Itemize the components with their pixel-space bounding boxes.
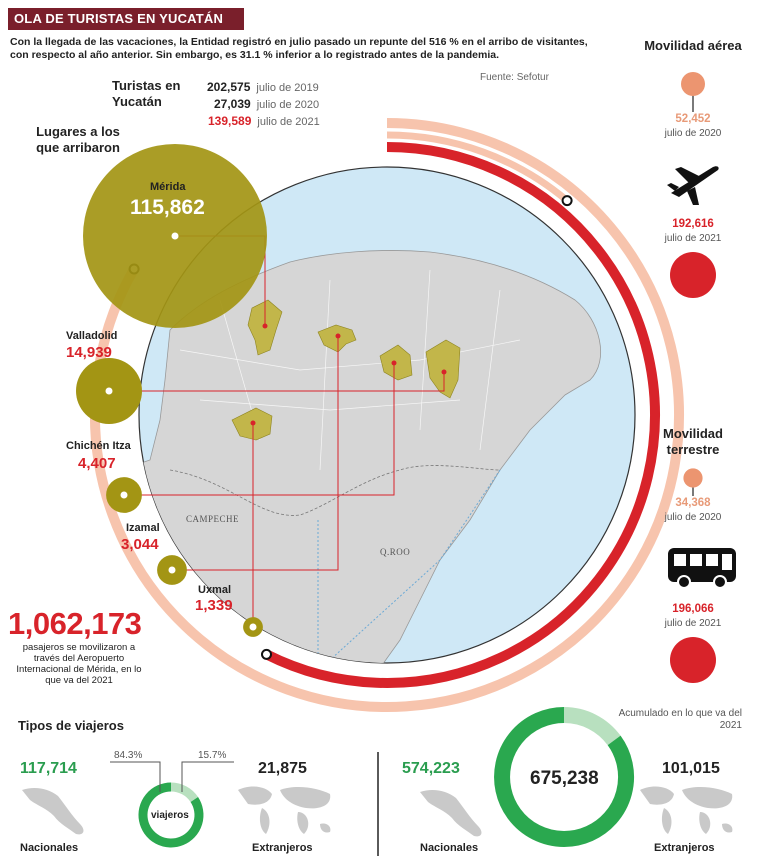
ground-mobility-heading: Movilidad terrestre: [663, 426, 723, 457]
tourists-row-2019: 202,575 julio de 2019: [207, 80, 319, 94]
bus-icon: [668, 548, 736, 589]
city-value-chichen: 4,407: [78, 455, 116, 472]
tourist-arc-end-1: [561, 195, 573, 207]
pct-extranjeros: 15.7%: [198, 750, 227, 761]
air-mobility-heading: Movilidad aérea: [644, 38, 742, 53]
tourists-row-2021: 139,589 julio de 2021: [208, 114, 320, 128]
donut-big-slice-1: [494, 707, 635, 847]
air-2020-value: 52,452: [675, 113, 711, 125]
land-shape: [139, 250, 602, 663]
city-name-uxmal: Uxmal: [198, 584, 232, 596]
acc-extranjeros-value: 101,015: [662, 760, 720, 777]
municipal-lines: [179, 269, 521, 471]
city-value-izamal: 3,044: [121, 536, 159, 553]
ground-2020-value: 34,368: [675, 497, 711, 509]
mobility-circle-1-1: [670, 637, 716, 683]
acc-nacionales-value: 574,223: [402, 760, 460, 777]
tourist-arc-end-2: [261, 648, 272, 660]
air-2021-label: julio de 2021: [664, 233, 722, 244]
air-2021-value: 192,616: [672, 218, 714, 230]
extranjeros-label: Extranjeros: [252, 842, 313, 854]
mobility-circle-0-0: [681, 72, 705, 96]
places-heading: Lugares a los que arribaron: [36, 124, 120, 155]
source-label: Fuente: Sefotur: [480, 72, 549, 83]
nacionales-value: 117,714: [20, 760, 77, 777]
city-bubble-dot-4: [249, 623, 257, 631]
city-bubble-dot-0: [171, 232, 179, 240]
mexico-map-icon: [22, 788, 84, 835]
mobility-circle-0-1: [670, 252, 716, 298]
city-bubble-dot-3: [168, 566, 176, 574]
ground-2021-value: 196,066: [672, 603, 714, 615]
airport-total: 1,062,173: [8, 606, 142, 641]
pct-connectors: [110, 761, 234, 792]
city-name-chichen: Chichén Itza: [66, 440, 131, 452]
acc-extranjeros-label: Extranjeros: [654, 842, 715, 854]
ground-2021-label: julio de 2021: [664, 618, 722, 629]
state-border-qroo: [329, 469, 501, 661]
city-name-valladolid: Valladolid: [66, 330, 118, 342]
map-dots: [250, 323, 447, 426]
airplane-icon: [667, 166, 719, 205]
map-label-qroo: Q.ROO: [380, 547, 411, 557]
map-label-campeche: CAMPECHE: [186, 514, 240, 524]
region-izamal: [317, 324, 357, 353]
tourist-arc-1: [386, 131, 570, 204]
city-bubbles: [76, 144, 267, 637]
tourist-arc-2: [264, 142, 660, 688]
mexico-map-icon: [420, 790, 482, 837]
world-map-icon: [640, 786, 733, 834]
tourists-row-2020: 27,039 julio de 2020: [214, 97, 320, 111]
traveler-types-heading: Tipos de viajeros: [18, 718, 124, 733]
tourist-arcs: [89, 118, 684, 712]
region-valladolid: [425, 339, 461, 399]
nacionales-label: Nacionales: [20, 842, 79, 854]
donut-small-slice-0: [170, 782, 199, 803]
donut-small-slice-1: [138, 782, 204, 848]
acc-total-value: 675,238: [530, 768, 599, 789]
city-bubble-dot-2: [120, 491, 128, 499]
city-value-uxmal: 1,339: [195, 597, 233, 614]
accumulated-heading: Acumulado en lo que va del 2021: [618, 708, 742, 731]
ground-2020-label: julio de 2020: [664, 512, 722, 523]
tourists-heading: Turistas en Yucatán: [112, 78, 181, 109]
city-value-valladolid: 14,939: [66, 344, 112, 361]
donut-viajeros: [138, 782, 204, 848]
mobility-circle-1-0: [683, 468, 703, 488]
intro-text: Con la llegada de las vacaciones, la Ent…: [10, 36, 588, 61]
pct-nacionales: 84.3%: [114, 750, 143, 761]
donut-big-slice-0: [563, 706, 621, 746]
donut-center-label: viajeros: [151, 810, 189, 821]
city-value-merida: 115,862: [130, 196, 205, 219]
extranjeros-value: 21,875: [258, 760, 307, 777]
world-map-icon: [238, 786, 331, 834]
city-bubble-dot-1: [105, 387, 113, 395]
tourist-arc-0: [89, 118, 684, 712]
acc-nacionales-label: Nacionales: [420, 842, 479, 854]
city-name-izamal: Izamal: [126, 522, 160, 534]
airport-note: pasajeros se movilizaron a través del Ae…: [16, 642, 142, 686]
donut-acumulado: [494, 706, 635, 847]
city-name-merida: Mérida: [150, 181, 186, 193]
mobility-marks: [670, 72, 716, 683]
air-2020-label: julio de 2020: [664, 128, 722, 139]
page-title: OLA DE TURISTAS EN YUCATÁN: [8, 8, 244, 30]
